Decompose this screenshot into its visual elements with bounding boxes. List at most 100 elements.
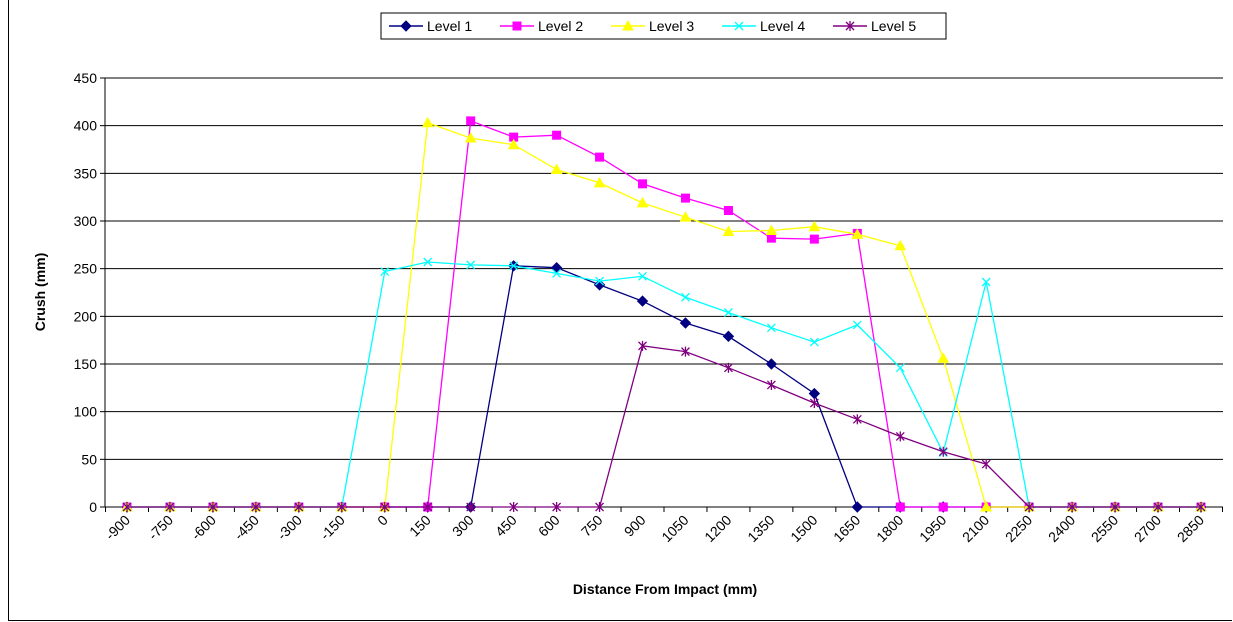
- data-point-level-1: [808, 387, 821, 400]
- legend-marker-level-3: [622, 19, 634, 31]
- data-point-level-3: [980, 500, 993, 512]
- data-point-level-5: [552, 502, 562, 512]
- data-point-level-1: [593, 279, 606, 291]
- y-tick-label: 450: [74, 70, 98, 86]
- data-point-level-4: [981, 277, 991, 287]
- y-tick-label: 200: [74, 308, 98, 324]
- x-tick-label: 1200: [701, 512, 734, 545]
- data-point-level-2: [680, 193, 690, 203]
- series-line-level-2: [127, 119, 1201, 508]
- data-point-level-3: [937, 352, 950, 363]
- data-point-level-5: [852, 414, 862, 425]
- x-tick-label: 450: [492, 512, 520, 540]
- x-tick-label: 900: [621, 512, 649, 540]
- y-tick-label: 150: [74, 356, 98, 372]
- data-point-level-1: [679, 317, 692, 329]
- x-tick-label: 300: [449, 512, 477, 540]
- data-point-level-3: [636, 196, 649, 208]
- legend-label-level-2: Level 2: [538, 18, 583, 34]
- data-point-level-4: [638, 271, 647, 281]
- data-point-level-4: [423, 257, 433, 267]
- y-tick-labels: 0 50 100 150 200 250 300 350 400 450: [74, 70, 98, 515]
- data-point-level-5: [423, 502, 433, 512]
- data-point-level-4: [723, 308, 733, 317]
- data-point-level-5: [1196, 502, 1206, 512]
- data-point-level-4: [552, 268, 562, 278]
- legend: Level 1 Level 2 Level 3 Level 4 Level 5: [380, 12, 947, 40]
- data-point-level-3: [679, 211, 692, 222]
- y-tick-label: 0: [89, 499, 97, 515]
- data-point-level-3: [593, 176, 606, 188]
- data-point-level-2: [552, 130, 562, 140]
- series-line-level-3: [127, 121, 1201, 508]
- data-point-level-2: [466, 116, 476, 126]
- data-point-level-5: [895, 431, 905, 442]
- data-point-level-2: [638, 179, 648, 189]
- data-point-level-5: [251, 502, 261, 512]
- data-point-level-2: [723, 206, 733, 216]
- data-point-level-4: [809, 337, 819, 347]
- x-tick-label: 600: [535, 512, 563, 540]
- y-tick-label: 400: [74, 118, 98, 134]
- data-point-level-4: [509, 261, 519, 271]
- x-tick-label: 2250: [1002, 512, 1035, 545]
- data-point-level-4: [466, 260, 476, 270]
- series-line-level-1: [127, 265, 1201, 508]
- x-tick-label: 2850: [1174, 512, 1207, 545]
- data-point-level-5: [681, 346, 690, 357]
- y-tick-label: 50: [81, 451, 97, 467]
- data-point-level-3: [722, 225, 735, 236]
- data-point-level-3: [421, 116, 434, 128]
- legend-label-level-1: Level 1: [427, 18, 472, 34]
- data-point-level-1: [851, 501, 864, 513]
- x-tick-labels: -900 -750 -600 -450 -300 -150 0 150 300 450 600 750…: [102, 512, 1207, 545]
- x-tick-label: 0: [374, 512, 391, 529]
- data-point-level-5: [981, 459, 991, 470]
- data-point-level-5: [337, 502, 347, 512]
- legend-marker-level-5: [845, 21, 855, 31]
- data-point-level-5: [766, 379, 776, 390]
- data-point-level-1: [765, 358, 778, 370]
- data-point-level-5: [723, 362, 733, 373]
- data-point-level-4: [895, 363, 905, 373]
- data-point-level-1: [550, 262, 563, 274]
- gridlines: [105, 77, 1223, 460]
- x-tick-label: -150: [317, 512, 348, 543]
- data-point-level-5: [938, 446, 948, 457]
- data-point-level-5: [1153, 502, 1163, 512]
- data-point-level-3: [808, 220, 821, 232]
- data-point-level-3: [507, 138, 520, 150]
- legend-marker-level-2: [512, 21, 522, 31]
- x-tick-label: 750: [578, 512, 606, 540]
- x-tick-label: 1500: [787, 512, 820, 545]
- data-point-level-4: [766, 323, 776, 333]
- data-point-level-2: [766, 233, 776, 243]
- legend-label-level-5: Level 5: [871, 18, 916, 34]
- data-point-level-5: [809, 398, 819, 409]
- data-point-level-2: [938, 502, 948, 512]
- y-tick-label: 250: [74, 261, 98, 277]
- legend-label-level-3: Level 3: [649, 18, 694, 34]
- x-tick-label: -600: [188, 512, 219, 543]
- x-tick-label: -300: [274, 512, 305, 543]
- data-point-level-2: [809, 234, 819, 244]
- x-axis-label: Distance From Impact (mm): [573, 581, 757, 597]
- data-point-level-2: [595, 152, 605, 162]
- data-point-level-3: [550, 163, 563, 175]
- x-tick-label: 2700: [1131, 512, 1164, 545]
- data-point-level-3: [851, 228, 864, 239]
- data-point-level-5: [1024, 502, 1034, 512]
- x-tick-label: 2550: [1088, 512, 1121, 545]
- data-point-level-5: [638, 340, 647, 351]
- data-point-level-5: [1110, 502, 1120, 512]
- legend-label-level-4: Level 4: [760, 18, 805, 34]
- x-tick-label: 150: [406, 512, 434, 540]
- x-tick-label: -450: [231, 512, 262, 543]
- data-point-level-5: [122, 502, 132, 512]
- y-tick-label: 350: [74, 165, 98, 181]
- data-point-level-4: [380, 267, 390, 276]
- x-tick-label: 1050: [658, 512, 691, 545]
- axes: [100, 77, 1223, 512]
- data-point-level-5: [1067, 502, 1077, 512]
- series-group: [121, 116, 1207, 513]
